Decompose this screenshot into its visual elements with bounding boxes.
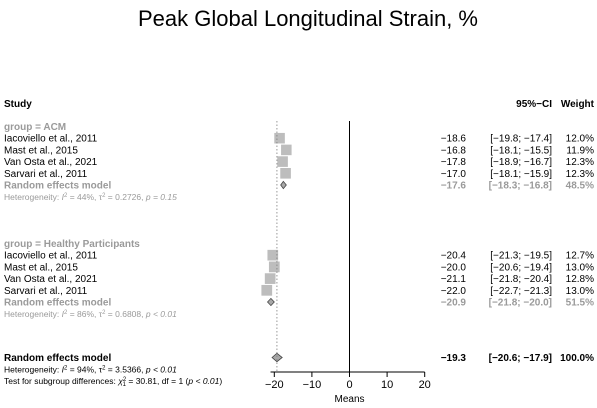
study-row-mean: −16.8 bbox=[441, 145, 467, 156]
subgroup-pooled-mean: −20.9 bbox=[441, 298, 467, 309]
group-label: group = ACM bbox=[4, 122, 66, 133]
study-row-name: Van Osta et al., 2021 bbox=[4, 157, 98, 168]
study-row-name: Van Osta et al., 2021 bbox=[4, 274, 98, 285]
overall-diamond bbox=[271, 352, 283, 363]
group-label: group = Healthy Participants bbox=[4, 239, 140, 250]
x-tick-label: 20 bbox=[419, 379, 431, 391]
study-row-weight: 12.0% bbox=[566, 134, 594, 145]
study-row-weight: 12.8% bbox=[566, 274, 594, 285]
study-column-header: Study bbox=[4, 99, 32, 110]
study-row-weight: 11.9% bbox=[566, 145, 594, 156]
study-1-3-box bbox=[261, 284, 273, 296]
study-0-1-box bbox=[281, 144, 292, 156]
study-1-2-box bbox=[264, 273, 276, 284]
x-axis: −20 −10 0 10 20 Means bbox=[265, 371, 431, 405]
study-row-mean: −21.1 bbox=[441, 274, 467, 285]
study-row-mean: −18.6 bbox=[441, 134, 467, 145]
study-row-name: Iacoviello et al., 2011 bbox=[4, 251, 98, 262]
study-row-name: Sarvari et al., 2011 bbox=[4, 169, 88, 180]
overall-pooled-ci: [−20.6; −17.9] bbox=[489, 353, 552, 364]
subgroup-pooled-ci: [−18.3; −16.8] bbox=[489, 181, 552, 192]
study-row-mean: −20.4 bbox=[441, 251, 467, 262]
subgroup-diamond bbox=[266, 297, 275, 307]
chart-title: Peak Global Longitudinal Strain, % bbox=[138, 6, 478, 31]
study-row-ci: [−18.1; −15.9] bbox=[490, 169, 552, 180]
subgroup-test: Test for subgroup differences: χ2 1 = 30.… bbox=[4, 376, 222, 388]
study-row-ci: [−19.8; −17.4] bbox=[490, 134, 552, 145]
subgroup-pooled-mean: −17.6 bbox=[441, 181, 467, 192]
overall-heterogeneity: Heterogeneity: I2 = 94%, τ2 = 3.5366, p … bbox=[4, 365, 177, 375]
study-0-2-box bbox=[277, 156, 288, 167]
subgroup-pooled-weight: 51.5% bbox=[566, 298, 594, 309]
study-row-ci: [−18.1; −15.5] bbox=[490, 145, 552, 156]
study-row-ci: [−21.3; −19.5] bbox=[490, 251, 552, 262]
study-0-0-box bbox=[274, 132, 285, 144]
study-row-mean: −22.0 bbox=[441, 286, 467, 297]
subgroup-pooled-weight: 48.5% bbox=[566, 181, 594, 192]
x-axis-label: Means bbox=[334, 394, 364, 405]
study-row-weight: 13.0% bbox=[566, 286, 594, 297]
study-row-name: Mast et al., 2015 bbox=[4, 145, 78, 156]
subgroup-pooled-ci: [−21.8; −20.0] bbox=[489, 298, 552, 309]
overall-pooled-mean: −19.3 bbox=[441, 353, 467, 364]
study-row-name: Mast et al., 2015 bbox=[4, 262, 78, 273]
x-tick-label: 0 bbox=[346, 379, 352, 391]
study-row-name: Iacoviello et al., 2011 bbox=[4, 134, 98, 145]
overall-pooled-weight: 100.0% bbox=[560, 353, 594, 364]
study-row-ci: [−20.6; −19.4] bbox=[490, 262, 552, 273]
x-tick-label: −20 bbox=[265, 379, 284, 391]
study-0-3-box bbox=[280, 167, 291, 179]
study-row-ci: [−22.7; −21.3] bbox=[490, 286, 552, 297]
study-row-name: Sarvari et al., 2011 bbox=[4, 286, 88, 297]
study-row-mean: −17.0 bbox=[441, 169, 467, 180]
subgroup-diamond bbox=[280, 180, 287, 190]
study-row-ci: [−21.8; −20.4] bbox=[490, 274, 552, 285]
subgroup-pooled-label: Random effects model bbox=[4, 181, 111, 192]
weight-column-header: Weight bbox=[561, 99, 595, 110]
study-1-1-box bbox=[268, 261, 280, 273]
overall-pooled-label: Random effects model bbox=[4, 353, 111, 364]
study-row-weight: 12.7% bbox=[566, 251, 594, 262]
ci-column-header: 95%−CI bbox=[516, 99, 552, 110]
study-row-mean: −20.0 bbox=[441, 262, 467, 273]
x-tick-label: 10 bbox=[381, 379, 393, 391]
x-tick-label: −10 bbox=[303, 379, 322, 391]
subgroup-heterogeneity: Heterogeneity: I2 = 86%, τ2 = 0.6808, p … bbox=[4, 309, 177, 319]
forest-marks bbox=[261, 121, 350, 372]
study-row-ci: [−18.9; −16.7] bbox=[490, 157, 552, 168]
study-row-weight: 13.0% bbox=[566, 262, 594, 273]
study-row-weight: 12.3% bbox=[566, 157, 594, 168]
subgroup-pooled-label: Random effects model bbox=[4, 298, 111, 309]
study-row-weight: 12.3% bbox=[566, 169, 594, 180]
subgroup-heterogeneity: Heterogeneity: I2 = 44%, τ2 = 0.2726, p … bbox=[4, 192, 177, 202]
study-1-0-box bbox=[267, 249, 279, 261]
study-row-mean: −17.8 bbox=[441, 157, 467, 168]
